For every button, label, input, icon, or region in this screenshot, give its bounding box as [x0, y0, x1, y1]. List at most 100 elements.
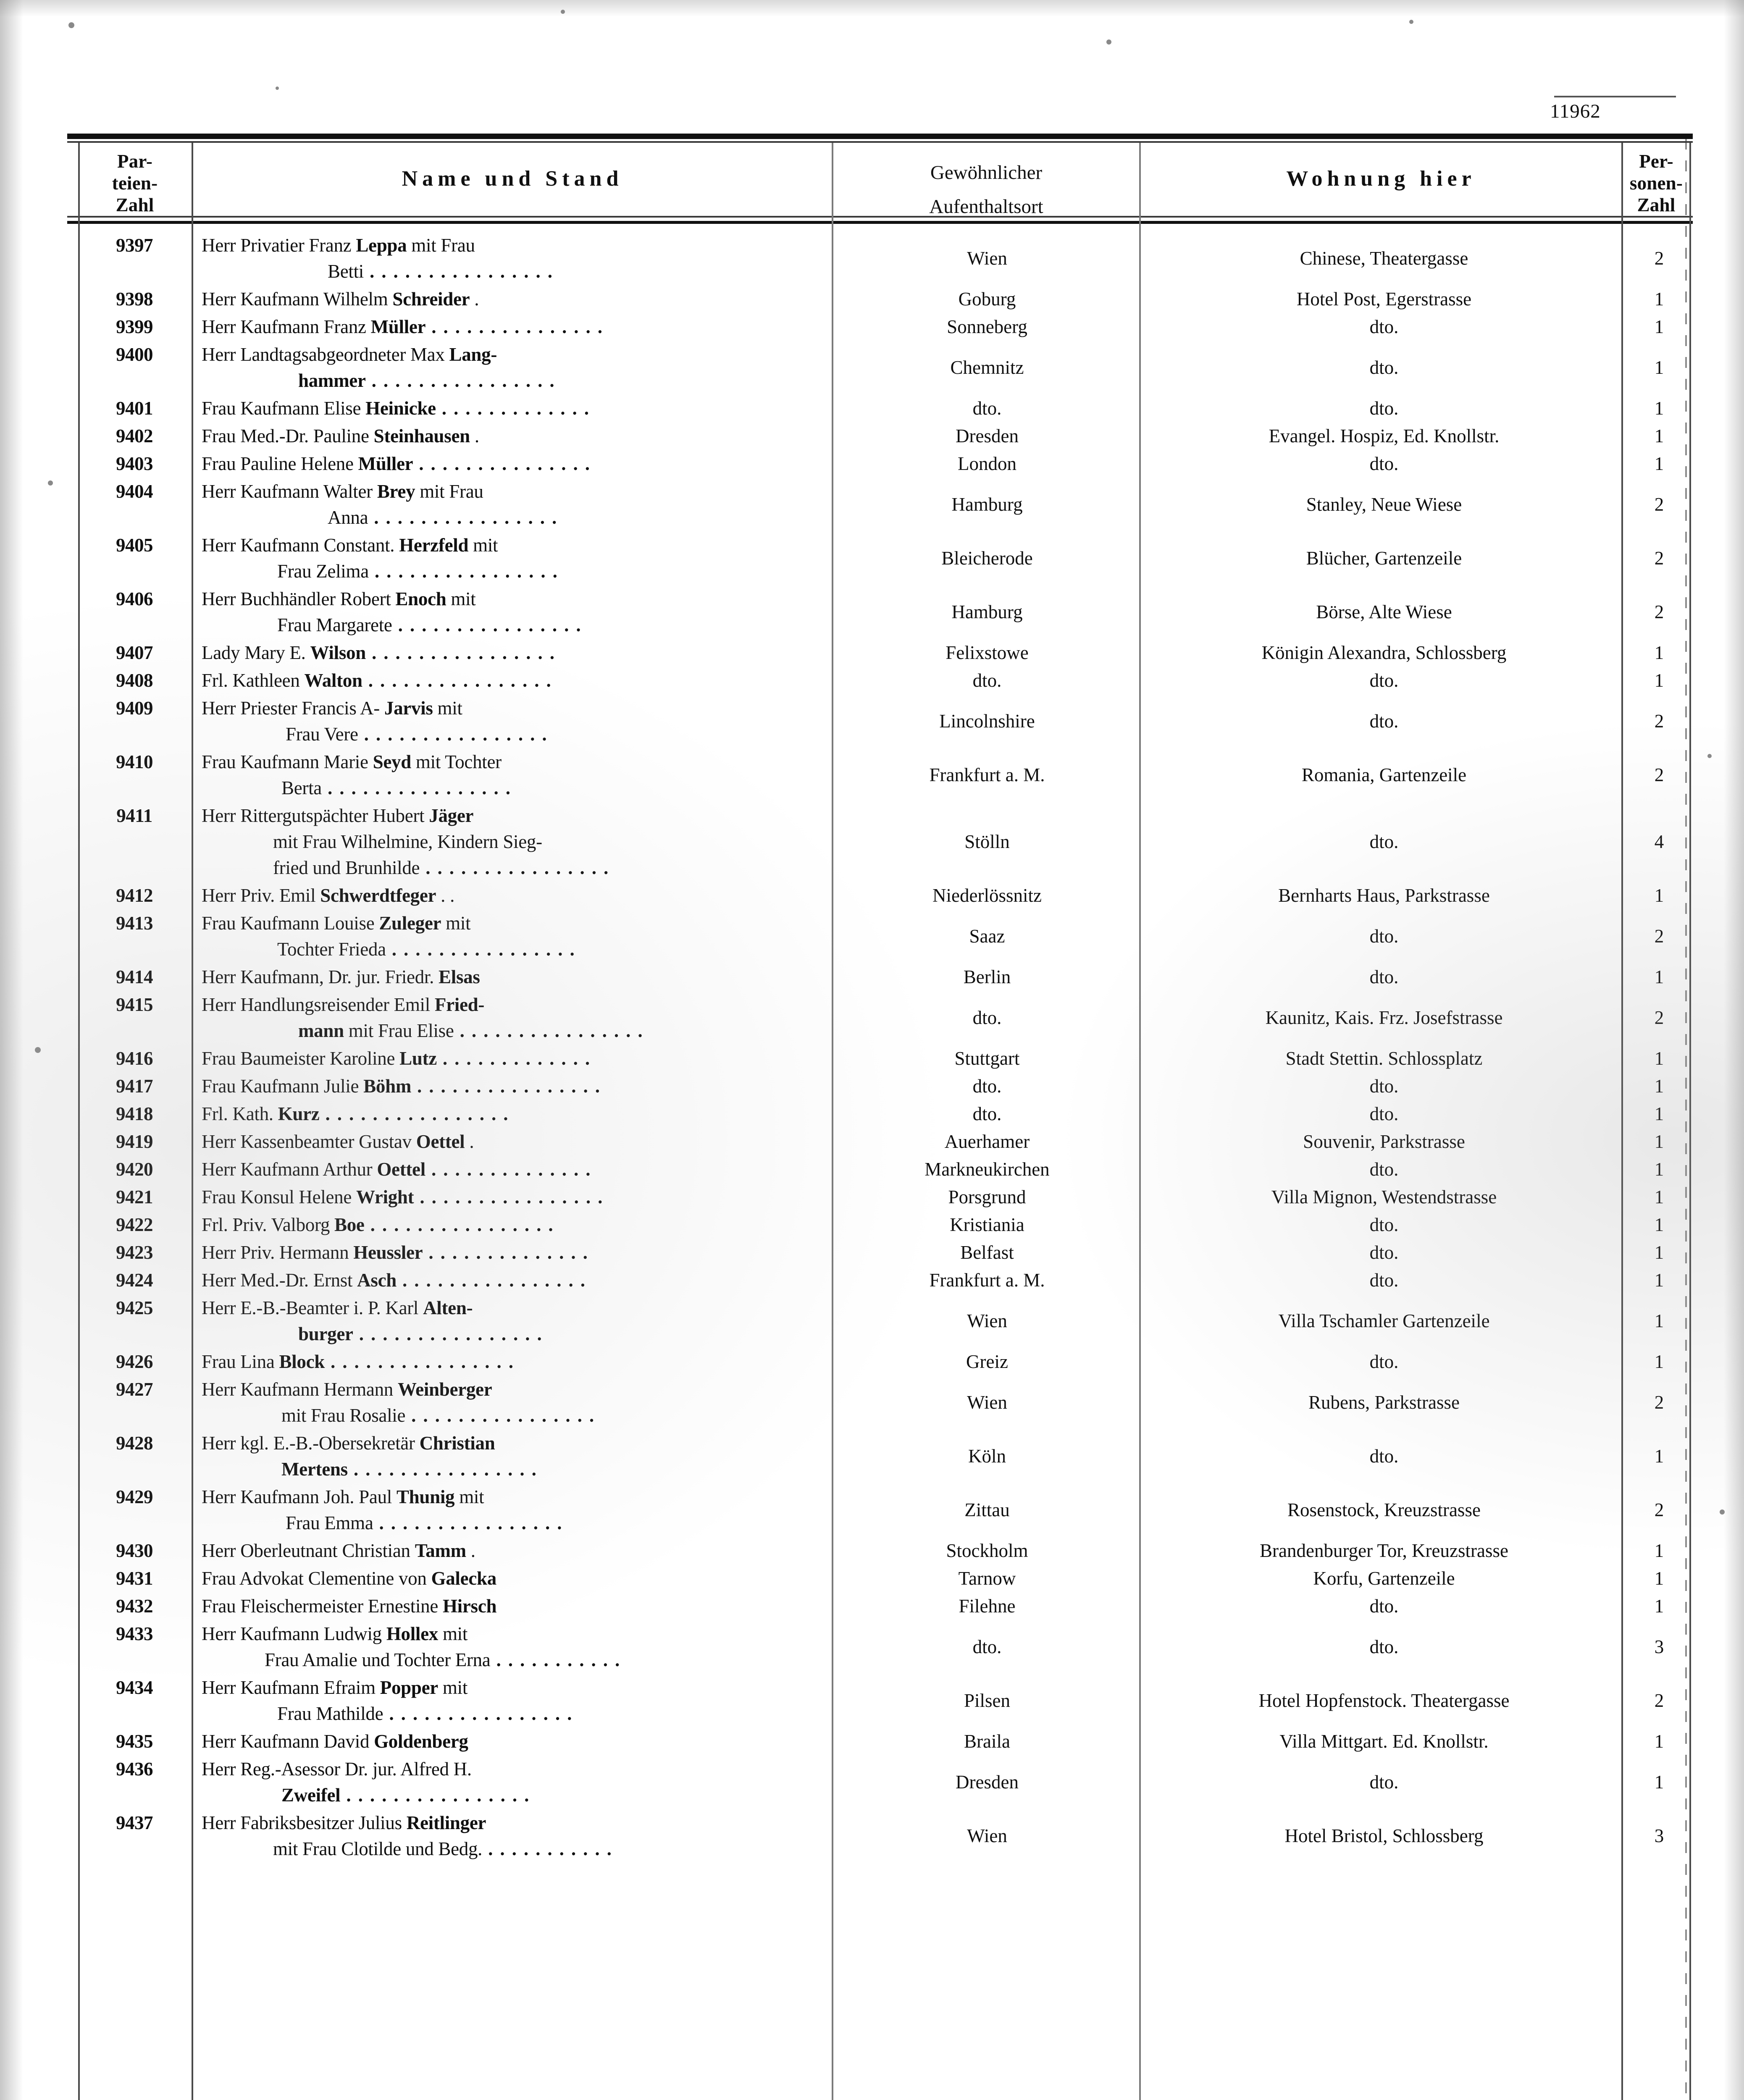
cell-wohnung-hier: dto.	[1369, 1446, 1399, 1467]
name-line: Betti................	[202, 260, 827, 286]
surname: Wilson	[310, 642, 366, 663]
cell-aufenthaltsort: dto.	[972, 398, 1002, 419]
table-row: 9407 Lady Mary E. Wilson................ F…	[67, 642, 1693, 669]
right-margin-dashed-rule	[1685, 139, 1687, 2100]
surname: Enoch	[395, 588, 447, 609]
name-line: Frau Med.-Dr. Pauline Steinhausen .	[202, 425, 827, 451]
cell-name-und-stand: Herr kgl. E.-B.-Obersekretär Christian Me…	[202, 1432, 827, 1484]
cell-wohnung-hier: dto.	[1369, 1242, 1399, 1263]
cell-parteien-zahl: 9409	[116, 698, 153, 719]
table-row: 9401 Frau Kaufmann Elise Heinicke........…	[67, 397, 1693, 425]
cell-name-und-stand: Herr Kaufmann Efraim Popper mit Frau Math…	[202, 1677, 827, 1729]
name-line-suffix: . .	[436, 885, 455, 906]
name-line: burger................	[202, 1323, 827, 1349]
cell-aufenthaltsort: Saaz	[969, 926, 1005, 947]
table-row: 9423 Herr Priv. Hermann Heussler.........…	[67, 1242, 1693, 1269]
name-line: Herr Kaufmann, Dr. jur. Friedr. Elsas	[202, 966, 827, 992]
name-line-suffix: mit	[433, 698, 462, 719]
cell-name-und-stand: Herr Med.-Dr. Ernst Asch................	[202, 1269, 827, 1295]
cell-parteien-zahl: 9411	[116, 805, 152, 826]
surname: Heinicke	[365, 398, 436, 419]
surname: Müller	[358, 453, 413, 474]
name-line-prefix: Anna	[328, 507, 368, 528]
table-header-row: Par- teien- Zahl Name und Stand Gewöhnli…	[67, 143, 1693, 227]
cell-aufenthaltsort: Pilsen	[964, 1690, 1011, 1711]
dot-leader: ................	[379, 1512, 569, 1533]
dot-leader: ................	[370, 261, 559, 282]
dot-leader: ................	[371, 370, 562, 391]
name-line: Herr Priv. Emil Schwerdtfeger . .	[202, 885, 827, 911]
cell-personen-zahl: 2	[1654, 248, 1664, 269]
cell-personen-zahl: 1	[1654, 1159, 1664, 1180]
vrule-after-name	[832, 143, 833, 2100]
table-row: 9429 Herr Kaufmann Joh. Paul Thunig mit Fr…	[67, 1486, 1693, 1540]
table-row: 9432 Frau Fleischermeister Ernestine Hirs…	[67, 1595, 1693, 1623]
table-row: 9411 Herr Rittergutspächter Hubert Jäger m…	[67, 805, 1693, 885]
cell-wohnung-hier: dto.	[1369, 1270, 1399, 1291]
cell-wohnung-hier: dto.	[1369, 1103, 1399, 1124]
cell-aufenthaltsort: Tarnow	[958, 1568, 1016, 1589]
cell-wohnung-hier: dto.	[1369, 1076, 1399, 1097]
cell-parteien-zahl: 9406	[116, 588, 153, 609]
cell-wohnung-hier: Brandenburger Tor, Kreuzstrasse	[1260, 1540, 1508, 1561]
surname: Jarvis	[384, 698, 433, 719]
cell-parteien-zahl: 9426	[116, 1351, 153, 1372]
surname: Block	[279, 1351, 325, 1372]
cell-personen-zahl: 1	[1654, 398, 1664, 419]
dot-leader: ................	[364, 724, 554, 745]
cell-aufenthaltsort: dto.	[972, 1007, 1002, 1028]
table-row: 9408 Frl. Kathleen Walton................…	[67, 669, 1693, 697]
vrule-after-aufenthaltsort	[1139, 143, 1141, 2100]
cell-aufenthaltsort: Wien	[967, 1310, 1007, 1331]
header-parteien-zahl: Par- teien- Zahl	[112, 151, 158, 216]
name-line: Frau Konsul Helene Wright...............…	[202, 1186, 827, 1212]
cell-wohnung-hier: Königin Alexandra, Schlossberg	[1261, 642, 1507, 663]
name-line: Herr Rittergutspächter Hubert Jäger	[202, 805, 827, 831]
table-row: 9430 Herr Oberleutnant Christian Tamm . St…	[67, 1540, 1693, 1567]
dot-leader: ................	[417, 1076, 607, 1097]
cell-personen-zahl: 1	[1654, 1186, 1664, 1208]
cell-parteien-zahl: 9434	[116, 1677, 153, 1698]
name-line-prefix: Herr kgl. E.-B.-Obersekretär	[202, 1433, 420, 1454]
name-line-prefix: Herr Kaufmann Wilhelm	[202, 289, 393, 310]
surname: Steinhausen	[373, 425, 470, 446]
name-line: Frl. Kath. Kurz................	[202, 1103, 827, 1129]
cell-wohnung-hier: dto.	[1369, 1772, 1399, 1793]
table-row: 9405 Herr Kaufmann Constant. Herzfeld mit…	[67, 534, 1693, 588]
cell-personen-zahl: 3	[1654, 1825, 1664, 1846]
cell-personen-zahl: 1	[1654, 1076, 1664, 1097]
cell-personen-zahl: 1	[1654, 1242, 1664, 1263]
dot-leader: ...............	[431, 316, 609, 337]
cell-personen-zahl: 1	[1654, 885, 1664, 906]
cell-wohnung-hier: dto.	[1369, 1159, 1399, 1180]
name-line-suffix: mit Frau	[407, 235, 475, 256]
cell-parteien-zahl: 9415	[116, 994, 153, 1015]
cell-parteien-zahl: 9399	[116, 316, 153, 337]
cell-wohnung-hier: dto.	[1369, 1214, 1399, 1235]
name-line: Frau Kaufmann Julie Böhm................	[202, 1075, 827, 1101]
cell-name-und-stand: Herr Kaufmann Joh. Paul Thunig mit Frau E…	[202, 1486, 827, 1538]
cell-wohnung-hier: dto.	[1369, 453, 1399, 474]
cell-wohnung-hier: Chinese, Theatergasse	[1300, 248, 1468, 269]
cell-personen-zahl: 1	[1654, 1310, 1664, 1331]
cell-aufenthaltsort: Bleicherode	[941, 548, 1033, 569]
cell-aufenthaltsort: Stölln	[964, 831, 1010, 852]
dot-leader: ................	[374, 561, 565, 582]
cell-name-und-stand: Lady Mary E. Wilson................	[202, 642, 827, 668]
name-line-prefix: Herr Reg.-Asessor Dr. jur. Alfred H.	[202, 1759, 472, 1780]
cell-aufenthaltsort: dto.	[972, 1103, 1002, 1124]
table-row: 9412 Herr Priv. Emil Schwerdtfeger . . Nie…	[67, 885, 1693, 912]
name-line-prefix: Herr Privatier Franz	[202, 235, 356, 256]
cell-aufenthaltsort: Dresden	[956, 1772, 1019, 1793]
cell-parteien-zahl: 9419	[116, 1131, 153, 1152]
cell-parteien-zahl: 9435	[116, 1731, 153, 1752]
table-top-border	[67, 134, 1693, 139]
name-line: Herr Kaufmann Hermann Weinberger	[202, 1378, 827, 1404]
table-row: 9437 Herr Fabriksbesitzer Julius Reitling…	[67, 1812, 1693, 1866]
name-line-suffix: mit	[441, 913, 471, 934]
cell-personen-zahl: 1	[1654, 1731, 1664, 1752]
name-line-prefix: Frau Mathilde	[277, 1703, 383, 1724]
cell-name-und-stand: Herr Buchhändler Robert Enoch mit Frau Ma…	[202, 588, 827, 640]
dot-leader: ................	[411, 1405, 601, 1426]
cell-name-und-stand: Frau Fleischermeister Ernestine Hirsch	[202, 1595, 827, 1621]
